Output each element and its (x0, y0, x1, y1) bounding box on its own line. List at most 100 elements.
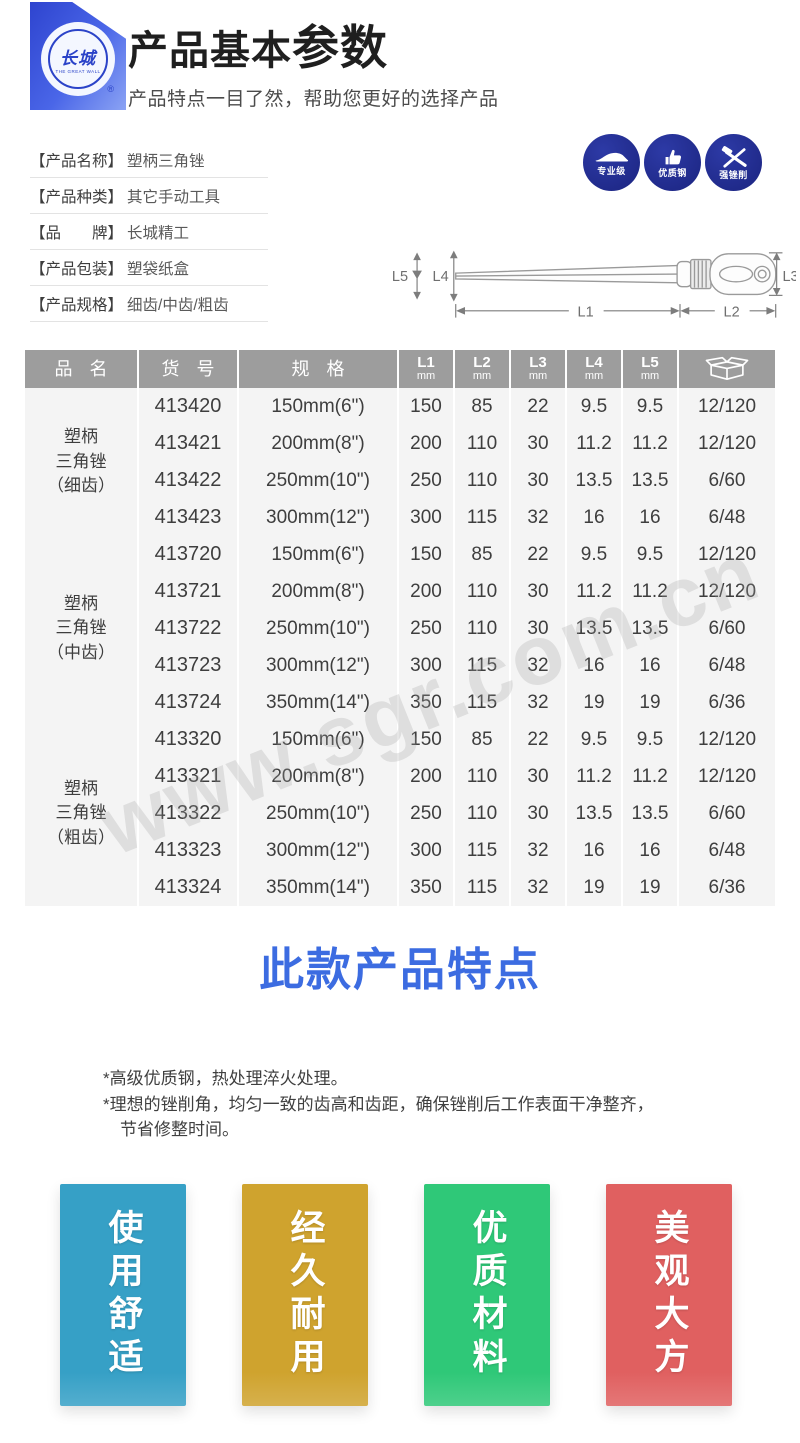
l5-value: 13.5 (623, 610, 677, 647)
info-row: 【产品名称】 塑柄三角锉 (30, 142, 268, 178)
l3-value: 32 (511, 869, 565, 906)
l1-value: 250 (399, 462, 453, 499)
pack-qty: 6/48 (679, 499, 775, 536)
l2-value: 85 (455, 721, 509, 758)
l2-value: 85 (455, 388, 509, 425)
page-title-regular: 产品基本 (128, 29, 292, 73)
column-header-l4: L4 mm (567, 350, 621, 388)
l4-value: 19 (567, 684, 621, 721)
l3-value: 30 (511, 758, 565, 795)
l3-value: 32 (511, 684, 565, 721)
product-group-name-line: 塑柄 (64, 778, 98, 798)
column-header-unit: mm (640, 370, 660, 383)
pack-qty: 6/36 (679, 684, 775, 721)
l3-value: 30 (511, 795, 565, 832)
l3-value: 22 (511, 388, 565, 425)
l1-value: 200 (399, 425, 453, 462)
item-code: 413723 (139, 647, 237, 684)
l2-value: 110 (455, 573, 509, 610)
l4-value: 11.2 (567, 573, 621, 610)
header: 产品基本参数 产品特点一目了然，帮助您更好的选择产品 (128, 22, 499, 111)
badge-professional: 专业级 (583, 134, 640, 191)
column-header-l5: L5 mm (623, 350, 677, 388)
item-code: 413422 (139, 462, 237, 499)
l5-value: 9.5 (623, 721, 677, 758)
file-dimension-diagram: L5 L4 L1 L2 L3 (390, 226, 799, 328)
pack-qty: 12/120 (679, 758, 775, 795)
brand-logo: 长城 THE GREAT WALL ® (30, 2, 126, 110)
l4-value: 16 (567, 647, 621, 684)
item-code: 413423 (139, 499, 237, 536)
l2-value: 110 (455, 462, 509, 499)
l3-value: 30 (511, 462, 565, 499)
brand-seal-ring: 长城 THE GREAT WALL (48, 29, 108, 89)
l5-value: 16 (623, 499, 677, 536)
item-spec: 300mm(12") (239, 499, 397, 536)
l4-value: 9.5 (567, 536, 621, 573)
column-header-label: 品 名 (54, 358, 114, 379)
l4-value: 19 (567, 869, 621, 906)
info-value: 长城精工 (127, 225, 190, 242)
crossed-tools-icon (719, 145, 749, 169)
product-group-name-line: （粗齿） (47, 827, 115, 847)
l4-value: 11.2 (567, 425, 621, 462)
column-header-item-code: 货 号 (139, 350, 237, 388)
item-spec: 350mm(14") (239, 869, 397, 906)
badge-label: 优质钢 (658, 167, 687, 178)
pack-qty: 12/120 (679, 536, 775, 573)
spec-table-grid: 品 名货 号规 格 L1 mm L2 mm L3 mm L4 mm L5 mm 塑柄 三角锉 （细齿） 41… (25, 350, 775, 906)
item-code: 413720 (139, 536, 237, 573)
column-header-l1: L1 mm (399, 350, 453, 388)
info-row: 【产品种类】 其它手动工具 (30, 178, 268, 214)
info-row: 【品 牌】 长城精工 (30, 214, 268, 250)
l2-value: 115 (455, 647, 509, 684)
item-spec: 200mm(8") (239, 425, 397, 462)
l1-value: 300 (399, 647, 453, 684)
l1-value: 350 (399, 869, 453, 906)
feature-badges: 专业级 优质钢 强锉削 (583, 134, 762, 191)
l3-value: 30 (511, 425, 565, 462)
l4-value: 13.5 (567, 795, 621, 832)
l5-value: 16 (623, 832, 677, 869)
product-group-name-line: 三角锉 (55, 618, 107, 638)
column-header-packing (679, 350, 775, 388)
registered-mark: ® (107, 84, 114, 94)
l5-value: 13.5 (623, 795, 677, 832)
features-title: 此款产品特点 (258, 944, 541, 995)
l5-value: 11.2 (623, 758, 677, 795)
l1-value: 150 (399, 721, 453, 758)
column-header-unit: mm (416, 370, 436, 383)
l2-value: 110 (455, 610, 509, 647)
l1-value: 300 (399, 832, 453, 869)
badge-strong-filing: 强锉削 (705, 134, 762, 191)
l4-value: 16 (567, 832, 621, 869)
product-group-name-line: 塑柄 (64, 593, 98, 613)
pack-qty: 6/36 (679, 869, 775, 906)
feature-block-label: 使用舒适 (103, 1209, 143, 1381)
product-group-name-line: 三角锉 (55, 803, 107, 823)
item-spec: 300mm(12") (239, 647, 397, 684)
l1-value: 250 (399, 795, 453, 832)
item-spec: 250mm(10") (239, 795, 397, 832)
column-header-unit: mm (472, 370, 492, 383)
column-header-label: L4 (585, 354, 603, 372)
page-title-bold: 参数 (292, 21, 388, 74)
info-value: 塑柄三角锉 (127, 153, 205, 170)
item-spec: 300mm(12") (239, 832, 397, 869)
page-title: 产品基本参数 (128, 22, 499, 74)
l5-value: 13.5 (623, 462, 677, 499)
column-header-l3: L3 mm (511, 350, 565, 388)
dim-label-l5: L5 (392, 269, 408, 285)
l2-value: 110 (455, 758, 509, 795)
product-group-name: 塑柄 三角锉 （细齿） (25, 388, 137, 536)
l4-value: 9.5 (567, 388, 621, 425)
item-code: 413321 (139, 758, 237, 795)
item-spec: 150mm(6") (239, 721, 397, 758)
brand-mark: 长城 (60, 48, 96, 68)
l1-value: 150 (399, 388, 453, 425)
column-header-label: 货 号 (161, 358, 221, 379)
item-code: 413722 (139, 610, 237, 647)
item-code: 413420 (139, 388, 237, 425)
column-header-unit: mm (584, 370, 604, 383)
